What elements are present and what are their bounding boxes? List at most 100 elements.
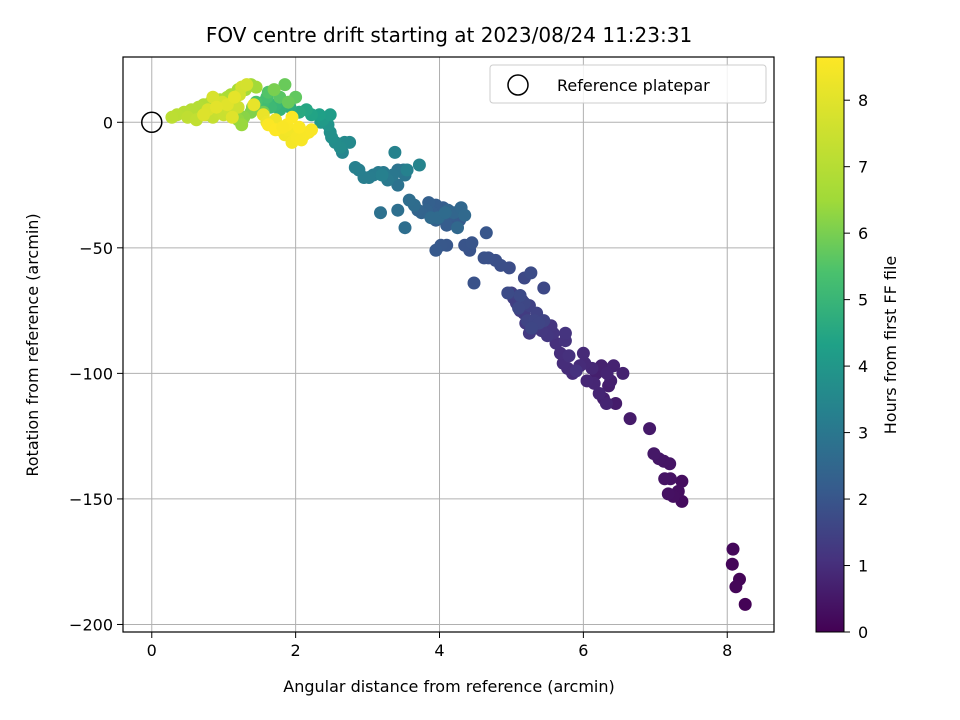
colorbar-ticks: 0 1 2 3 4 5 6 7 8 <box>844 91 868 642</box>
data-point <box>374 206 387 220</box>
data-point <box>616 366 630 380</box>
x-tick-label: 0 <box>147 641 157 660</box>
colorbar-tick-label: 7 <box>858 158 868 177</box>
data-points <box>165 78 752 611</box>
data-point <box>424 211 438 225</box>
colorbar-gradient <box>815 56 845 633</box>
data-point <box>348 161 362 174</box>
y-axis-label: Rotation from reference (arcmin) <box>23 213 42 476</box>
colorbar-tick-label: 2 <box>858 490 868 509</box>
y-tick-label: −50 <box>79 239 113 258</box>
data-point <box>458 208 472 222</box>
data-point <box>465 236 479 250</box>
chart-title: FOV centre drift starting at 2023/08/24 … <box>206 23 692 47</box>
grid-lines <box>123 57 774 632</box>
data-point <box>647 447 661 461</box>
data-point <box>240 78 254 92</box>
data-point <box>512 301 526 315</box>
data-point <box>451 221 464 235</box>
data-point <box>623 412 637 426</box>
x-tick-label: 2 <box>291 641 301 660</box>
data-point <box>391 203 405 217</box>
data-point <box>726 542 740 556</box>
colorbar-tick-label: 6 <box>858 224 868 243</box>
data-point <box>285 110 299 124</box>
y-axis-ticks: 0 −50 −100 −150 −200 <box>69 113 123 634</box>
data-point <box>323 108 337 122</box>
data-point <box>609 397 623 410</box>
colorbar-tick-label: 8 <box>858 91 868 110</box>
data-point <box>438 206 452 220</box>
y-tick-label: −150 <box>69 490 113 509</box>
data-point <box>658 472 672 486</box>
data-point <box>197 108 211 122</box>
data-point <box>525 321 539 335</box>
data-point <box>210 100 223 114</box>
data-point <box>400 163 414 177</box>
data-point <box>558 326 572 340</box>
colorbar-tick-label: 0 <box>858 623 868 642</box>
data-point <box>576 346 590 360</box>
colorbar-label: Hours from first FF file <box>881 256 900 435</box>
data-point <box>388 145 402 159</box>
data-point <box>501 286 515 300</box>
data-point <box>562 349 576 363</box>
data-point <box>305 123 318 137</box>
data-point <box>228 90 241 104</box>
legend-marker-icon <box>507 74 529 96</box>
y-tick-label: 0 <box>103 113 113 132</box>
data-point <box>477 251 491 265</box>
data-point <box>225 110 239 124</box>
data-point <box>292 120 306 134</box>
colorbar: 0 1 2 3 4 5 6 7 8 Hours from first FF file <box>815 56 900 642</box>
data-point <box>569 364 583 378</box>
data-point <box>276 120 290 134</box>
data-point <box>235 118 249 132</box>
x-axis-ticks: 0 2 4 6 8 <box>147 632 732 660</box>
data-point <box>402 193 416 207</box>
data-point <box>206 90 220 104</box>
data-point <box>281 95 295 109</box>
data-point <box>725 557 739 571</box>
data-point <box>412 158 426 172</box>
y-tick-label: −200 <box>69 615 113 634</box>
data-point <box>592 387 606 400</box>
data-point <box>391 178 405 192</box>
data-point <box>247 98 261 112</box>
data-point <box>599 397 613 410</box>
data-point <box>580 374 594 388</box>
x-tick-label: 4 <box>434 641 444 660</box>
legend: Reference platepar <box>489 64 767 104</box>
data-point <box>537 281 551 295</box>
data-point <box>524 266 538 280</box>
data-point <box>267 83 281 97</box>
data-point <box>513 289 527 302</box>
data-point <box>675 474 689 488</box>
data-point <box>278 78 292 92</box>
legend-box <box>489 64 767 104</box>
data-point <box>398 221 412 235</box>
data-point <box>375 168 389 182</box>
data-point <box>231 100 245 114</box>
data-point <box>729 580 743 594</box>
data-point <box>467 276 481 290</box>
y-tick-label: −100 <box>69 364 113 383</box>
data-point <box>661 487 675 501</box>
data-point <box>738 597 752 611</box>
colorbar-tick-label: 3 <box>858 424 868 443</box>
reference-platepar-marker <box>141 111 163 134</box>
data-point <box>643 422 657 436</box>
data-point <box>600 366 614 380</box>
data-point <box>165 110 179 124</box>
colorbar-tick-label: 4 <box>858 357 868 376</box>
plot-frame <box>122 56 775 633</box>
x-axis-label: Angular distance from reference (arcmin) <box>283 677 614 696</box>
colorbar-tick-label: 1 <box>858 557 868 576</box>
colorbar-tick-label: 5 <box>858 291 868 310</box>
legend-entry-reference: Reference platepar <box>557 76 710 95</box>
data-point <box>479 226 493 240</box>
data-point <box>429 243 443 257</box>
x-tick-label: 6 <box>578 641 588 660</box>
x-tick-label: 8 <box>722 641 732 660</box>
